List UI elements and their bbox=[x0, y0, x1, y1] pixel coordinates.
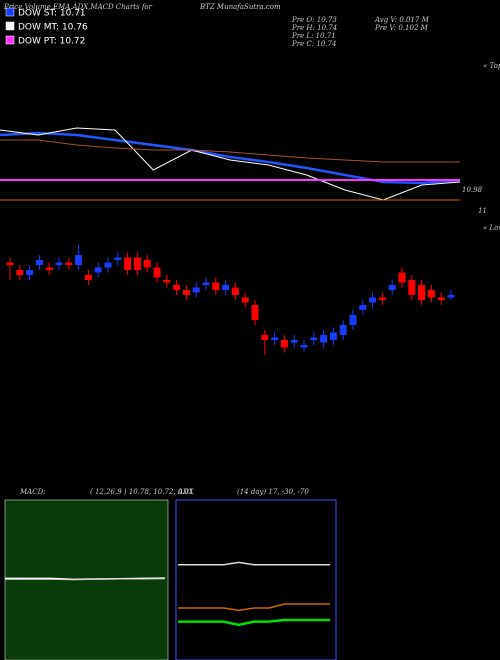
candle-body bbox=[369, 297, 377, 303]
candle-body bbox=[388, 285, 396, 290]
legend-swatch bbox=[5, 21, 15, 31]
candle-body bbox=[55, 262, 63, 265]
panel-title: MACD: bbox=[19, 488, 46, 496]
candle-body bbox=[261, 335, 269, 340]
candle-body bbox=[124, 257, 132, 270]
legend-swatch bbox=[5, 35, 15, 45]
candle-body bbox=[94, 267, 102, 273]
candle-body bbox=[163, 280, 171, 283]
candle-body bbox=[16, 270, 24, 275]
candle-body bbox=[359, 305, 367, 310]
series-line bbox=[178, 618, 330, 627]
candle-body bbox=[251, 305, 259, 320]
candle-body bbox=[212, 282, 220, 290]
panel-bg bbox=[175, 499, 337, 660]
series-line bbox=[0, 131, 461, 185]
price-label: 11 bbox=[478, 207, 487, 215]
series-line bbox=[178, 561, 330, 566]
pre-value: Pre H: 10.74 bbox=[291, 24, 337, 32]
candle-body bbox=[310, 337, 318, 340]
candle-body bbox=[133, 257, 141, 270]
candle-body bbox=[447, 295, 455, 298]
candle-body bbox=[418, 285, 426, 300]
candle-body bbox=[173, 285, 181, 290]
series-line bbox=[178, 603, 330, 612]
candle-body bbox=[202, 282, 210, 285]
pre-value: Pre O: 10.73 bbox=[291, 16, 337, 24]
lows-label: « Lows bbox=[483, 224, 500, 232]
volume-value: Pre V: 0.102 M bbox=[374, 24, 429, 32]
candle-body bbox=[143, 260, 151, 268]
legend-label: DOW ST: 10.71 bbox=[18, 9, 86, 19]
pre-value: Pre L: 10.71 bbox=[291, 32, 336, 40]
candle-body bbox=[329, 332, 337, 340]
candle-body bbox=[153, 267, 161, 278]
legend-swatch bbox=[5, 7, 15, 17]
candle-body bbox=[231, 287, 239, 295]
candle-body bbox=[437, 297, 445, 300]
panel-params: (14 day) 17, -30, -70 bbox=[237, 488, 309, 496]
candle-body bbox=[182, 290, 190, 295]
series-line bbox=[5, 578, 166, 581]
candle-body bbox=[408, 280, 416, 295]
candle-body bbox=[378, 297, 386, 300]
pre-value: Pre C: 10.74 bbox=[291, 40, 336, 48]
legend-label: DOW PT: 10.72 bbox=[18, 37, 85, 47]
candle-body bbox=[320, 335, 328, 343]
panel-title: ADX bbox=[177, 488, 195, 496]
candle-body bbox=[6, 262, 14, 265]
candle-body bbox=[75, 255, 83, 265]
candle-body bbox=[84, 275, 92, 280]
candle-body bbox=[222, 285, 230, 290]
candle-body bbox=[45, 267, 53, 270]
candle-body bbox=[104, 262, 112, 268]
candle-body bbox=[427, 290, 435, 298]
candle-body bbox=[26, 270, 34, 275]
candle-body bbox=[280, 340, 288, 348]
volume-value: Avg V: 0.017 M bbox=[374, 16, 430, 24]
candle-body bbox=[300, 345, 308, 348]
page-title: Price,Volume,EMA,ADX,MACD Charts for bbox=[3, 3, 153, 11]
candle-body bbox=[398, 272, 406, 283]
candle-body bbox=[241, 297, 249, 303]
legend-label: DOW MT: 10.76 bbox=[18, 23, 88, 33]
candle-body bbox=[65, 262, 73, 265]
candle-body bbox=[349, 315, 357, 325]
price-label: 10.98 bbox=[462, 186, 483, 194]
candle-body bbox=[114, 257, 122, 260]
candle-body bbox=[35, 260, 43, 265]
candle-body bbox=[290, 340, 298, 343]
candle-body bbox=[271, 337, 279, 340]
candle-body bbox=[192, 287, 200, 293]
tops-label: « Tops bbox=[483, 62, 500, 70]
candle-body bbox=[339, 325, 347, 335]
panel-params: ( 12,26,9 ) 10.78, 10.72, 0.01 bbox=[90, 488, 193, 496]
symbol: BTZ MunafaSutra.com bbox=[199, 3, 281, 11]
series-line bbox=[0, 139, 460, 163]
